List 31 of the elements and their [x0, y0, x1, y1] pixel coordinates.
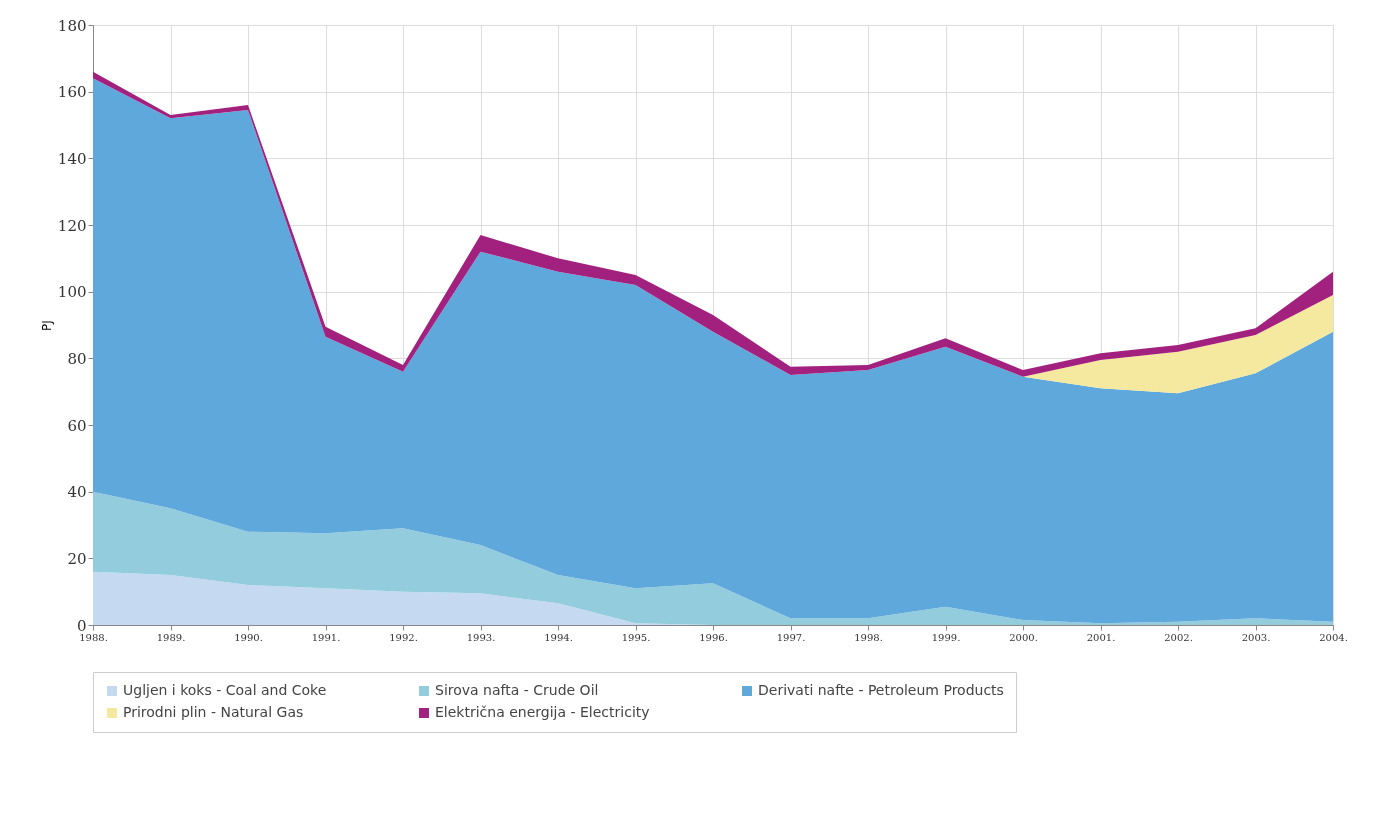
x-tick-label: 1996. — [699, 631, 728, 643]
x-tick-label: 1995. — [621, 631, 651, 643]
legend-label: Derivati nafte - Petroleum Products — [758, 682, 1004, 698]
x-tick-label: 2004. — [1319, 631, 1348, 643]
y-tick-label: 40 — [67, 483, 87, 502]
x-tick-label: 1991. — [311, 631, 341, 643]
x-tick-label: 2000. — [1009, 631, 1038, 643]
y-tick-label: 160 — [57, 83, 87, 102]
x-tick-label: 2002. — [1164, 631, 1193, 643]
x-tick-label: 1993. — [466, 631, 496, 643]
x-tick-label: 1994. — [544, 631, 573, 643]
x-tick-label: 1989. — [156, 631, 186, 643]
legend-label: Električna energija - Electricity — [435, 704, 650, 720]
y-tick-label: 180 — [57, 16, 87, 35]
y-tick-label: 140 — [57, 149, 87, 168]
y-tick-label: 60 — [67, 416, 87, 435]
legend-label: Ugljen i koks - Coal and Coke — [123, 682, 327, 698]
x-tick-label: 1997. — [776, 631, 806, 643]
y-tick-label: 20 — [67, 549, 87, 568]
legend-label: Prirodni plin - Natural Gas — [123, 704, 304, 720]
x-tick-label: 1992. — [389, 631, 418, 643]
x-tick-label: 1999. — [931, 631, 961, 643]
y-tick-label: 100 — [57, 283, 87, 302]
y-tick-label: 120 — [57, 216, 87, 235]
x-tick-label: 1990. — [234, 631, 263, 643]
x-tick-label: 1998. — [854, 631, 883, 643]
x-tick-label: 2001. — [1086, 631, 1116, 643]
y-axis-title: PJ — [39, 320, 54, 331]
x-tick-label: 2003. — [1241, 631, 1271, 643]
y-tick-label: 80 — [67, 349, 87, 368]
legend-label: Sirova nafta - Crude Oil — [435, 682, 599, 698]
